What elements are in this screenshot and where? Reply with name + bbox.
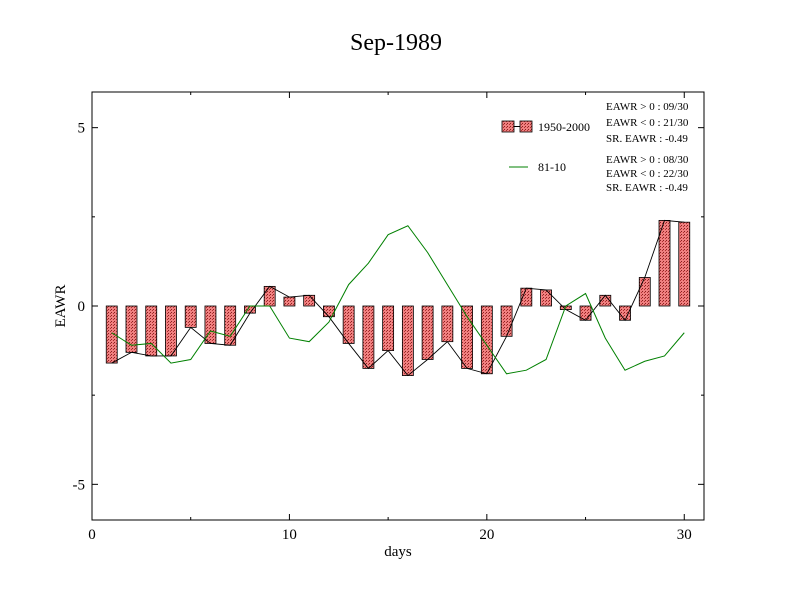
y-axis-label: EAWR [53, 285, 69, 328]
bar-day-14 [362, 305, 375, 369]
stat-sr-value: SR. EAWR : -0.49 [606, 182, 688, 194]
bar-day-30 [678, 221, 691, 307]
legend-label-1950-2000: 1950-2000 [538, 120, 590, 134]
series-line-1950-2000 [111, 219, 685, 377]
bar-day-29 [658, 219, 671, 307]
stat-negative-count: EAWR < 0 : 22/30 [606, 168, 689, 180]
bar-day-18 [441, 305, 454, 343]
stat-positive-count: EAWR > 0 : 09/30 [606, 101, 689, 113]
bar-day-15 [382, 305, 395, 351]
ticks-layer: 0 10 20 30 5 0 -5 [73, 92, 704, 543]
bar-day-1 [105, 305, 118, 364]
stat-sr-value: SR. EAWR : -0.49 [606, 133, 688, 145]
stat-negative-count: EAWR < 0 : 21/30 [606, 117, 689, 129]
bar-day-5 [184, 305, 197, 328]
bar-day-19 [461, 305, 473, 369]
legend-label-81-10: 81-10 [538, 160, 566, 174]
legend-item-1950-2000: 1950-2000 [501, 120, 590, 134]
y-tick-label: 5 [78, 121, 86, 137]
y-tick-label: -5 [73, 477, 86, 493]
x-tick-label: 20 [479, 527, 494, 543]
bar-day-11 [303, 294, 316, 307]
series-line-81-10 [111, 225, 685, 375]
legend-item-81-10: 81-10 [509, 160, 566, 174]
bars-layer [105, 219, 691, 376]
x-tick-label: 0 [88, 527, 96, 543]
bar-day-27 [619, 305, 631, 321]
bar-day-10 [283, 296, 296, 307]
legend: 1950-2000 81-10 [501, 120, 590, 174]
bar-day-17 [421, 305, 434, 360]
bar-day-21 [500, 305, 513, 337]
bar-day-23 [540, 289, 552, 307]
bar-day-9 [263, 285, 276, 307]
stats-block-1950-2000: EAWR > 0 : 09/30 EAWR < 0 : 21/30 SR. EA… [606, 101, 689, 145]
chart-title: Sep-1989 [350, 30, 442, 56]
x-tick-label: 30 [677, 527, 692, 543]
x-tick-label: 10 [282, 527, 297, 543]
bar-day-16 [401, 305, 414, 376]
bar-day-4 [165, 305, 177, 357]
bar-day-6 [204, 305, 217, 344]
legend-swatch-right [519, 120, 533, 133]
lines-layer [111, 219, 685, 377]
stat-positive-count: EAWR > 0 : 08/30 [606, 154, 689, 166]
x-axis-label: days [384, 544, 412, 560]
bar-day-3 [145, 305, 158, 357]
y-tick-label: 0 [78, 299, 86, 315]
bar-day-28 [638, 277, 651, 307]
legend-swatch-left [501, 120, 515, 133]
stats-block-81-10: EAWR > 0 : 08/30 EAWR < 0 : 22/30 SR. EA… [606, 154, 689, 194]
